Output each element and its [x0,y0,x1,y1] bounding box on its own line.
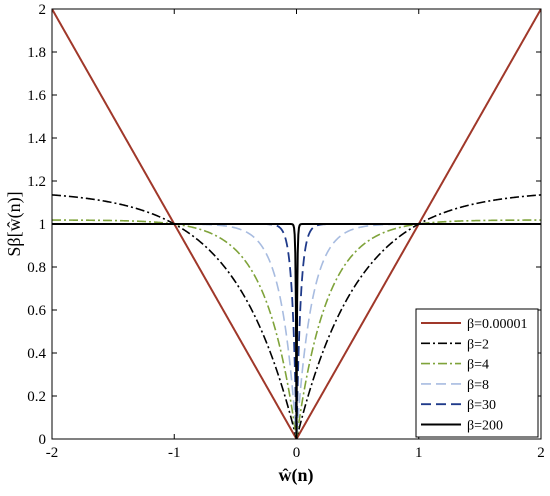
legend-label: β=200 [467,419,503,434]
y-axis-label: Sβ[ŵ(n)] [4,191,25,256]
y-tick-label: 1.2 [27,174,46,190]
x-tick-label: -2 [46,445,59,461]
legend-label: β=30 [467,398,496,413]
y-tick-label: 0 [39,432,47,448]
y-tick-label: 0.4 [27,346,46,362]
x-tick-label: 0 [293,445,301,461]
legend-box [415,308,539,438]
x-axis-label: ŵ(n) [279,465,314,486]
legend-label: β=0.00001 [467,317,528,332]
y-tick-label: 1.6 [27,88,46,104]
y-tick-label: 1.8 [27,45,46,61]
x-tick-label: -1 [168,445,181,461]
x-tick-label: 1 [415,445,423,461]
y-tick-label: 0.6 [27,303,46,319]
series-line [52,9,541,439]
y-tick-label: 0.2 [27,389,46,405]
series-line [52,219,541,439]
legend: β=0.00001 β=2 β=4 β=8 β=30 β=200 [415,308,539,438]
y-tick-label: 2 [39,2,47,18]
legend-label: β=8 [467,378,489,393]
legend-label: β=2 [467,337,489,352]
y-tick-label: 1.4 [27,131,46,147]
series-line [52,223,541,439]
x-tick-label: 2 [537,445,545,461]
legend-label: β=4 [467,358,489,373]
y-tick-label: 1 [39,217,47,233]
y-tick-label: 0.8 [27,260,46,276]
